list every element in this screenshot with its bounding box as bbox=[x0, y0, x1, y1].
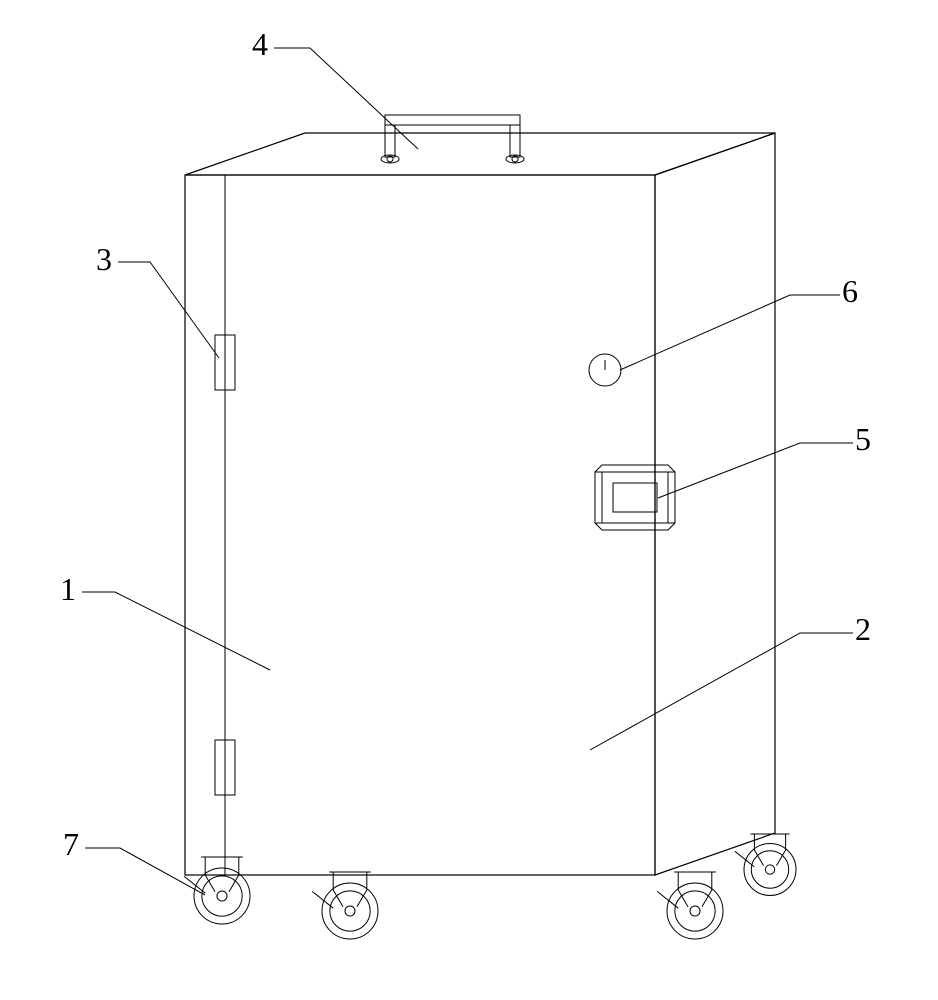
caster-wheel bbox=[184, 857, 250, 924]
callout-label-7: 7 bbox=[63, 826, 79, 862]
callout-label-6: 6 bbox=[842, 273, 858, 309]
callout-label-1: 1 bbox=[60, 571, 76, 607]
callout-7: 7 bbox=[63, 826, 205, 895]
door-handle bbox=[595, 465, 675, 530]
callout-3: 3 bbox=[96, 241, 219, 358]
callouts: 4 3 1 7 6 5 2 bbox=[60, 26, 871, 895]
callout-label-2: 2 bbox=[855, 611, 871, 647]
callout-label-5: 5 bbox=[855, 421, 871, 457]
control-knob bbox=[589, 354, 621, 386]
callout-1: 1 bbox=[60, 571, 270, 670]
callout-2: 2 bbox=[590, 611, 871, 750]
callout-label-4: 4 bbox=[252, 26, 268, 62]
top-handle bbox=[381, 115, 524, 163]
cabinet-drawing bbox=[184, 115, 796, 939]
callout-5: 5 bbox=[658, 421, 871, 498]
caster-wheel bbox=[312, 872, 378, 939]
callout-4: 4 bbox=[252, 26, 418, 149]
callout-label-3: 3 bbox=[96, 241, 112, 277]
caster-wheel bbox=[657, 872, 723, 939]
callout-6: 6 bbox=[620, 273, 858, 370]
